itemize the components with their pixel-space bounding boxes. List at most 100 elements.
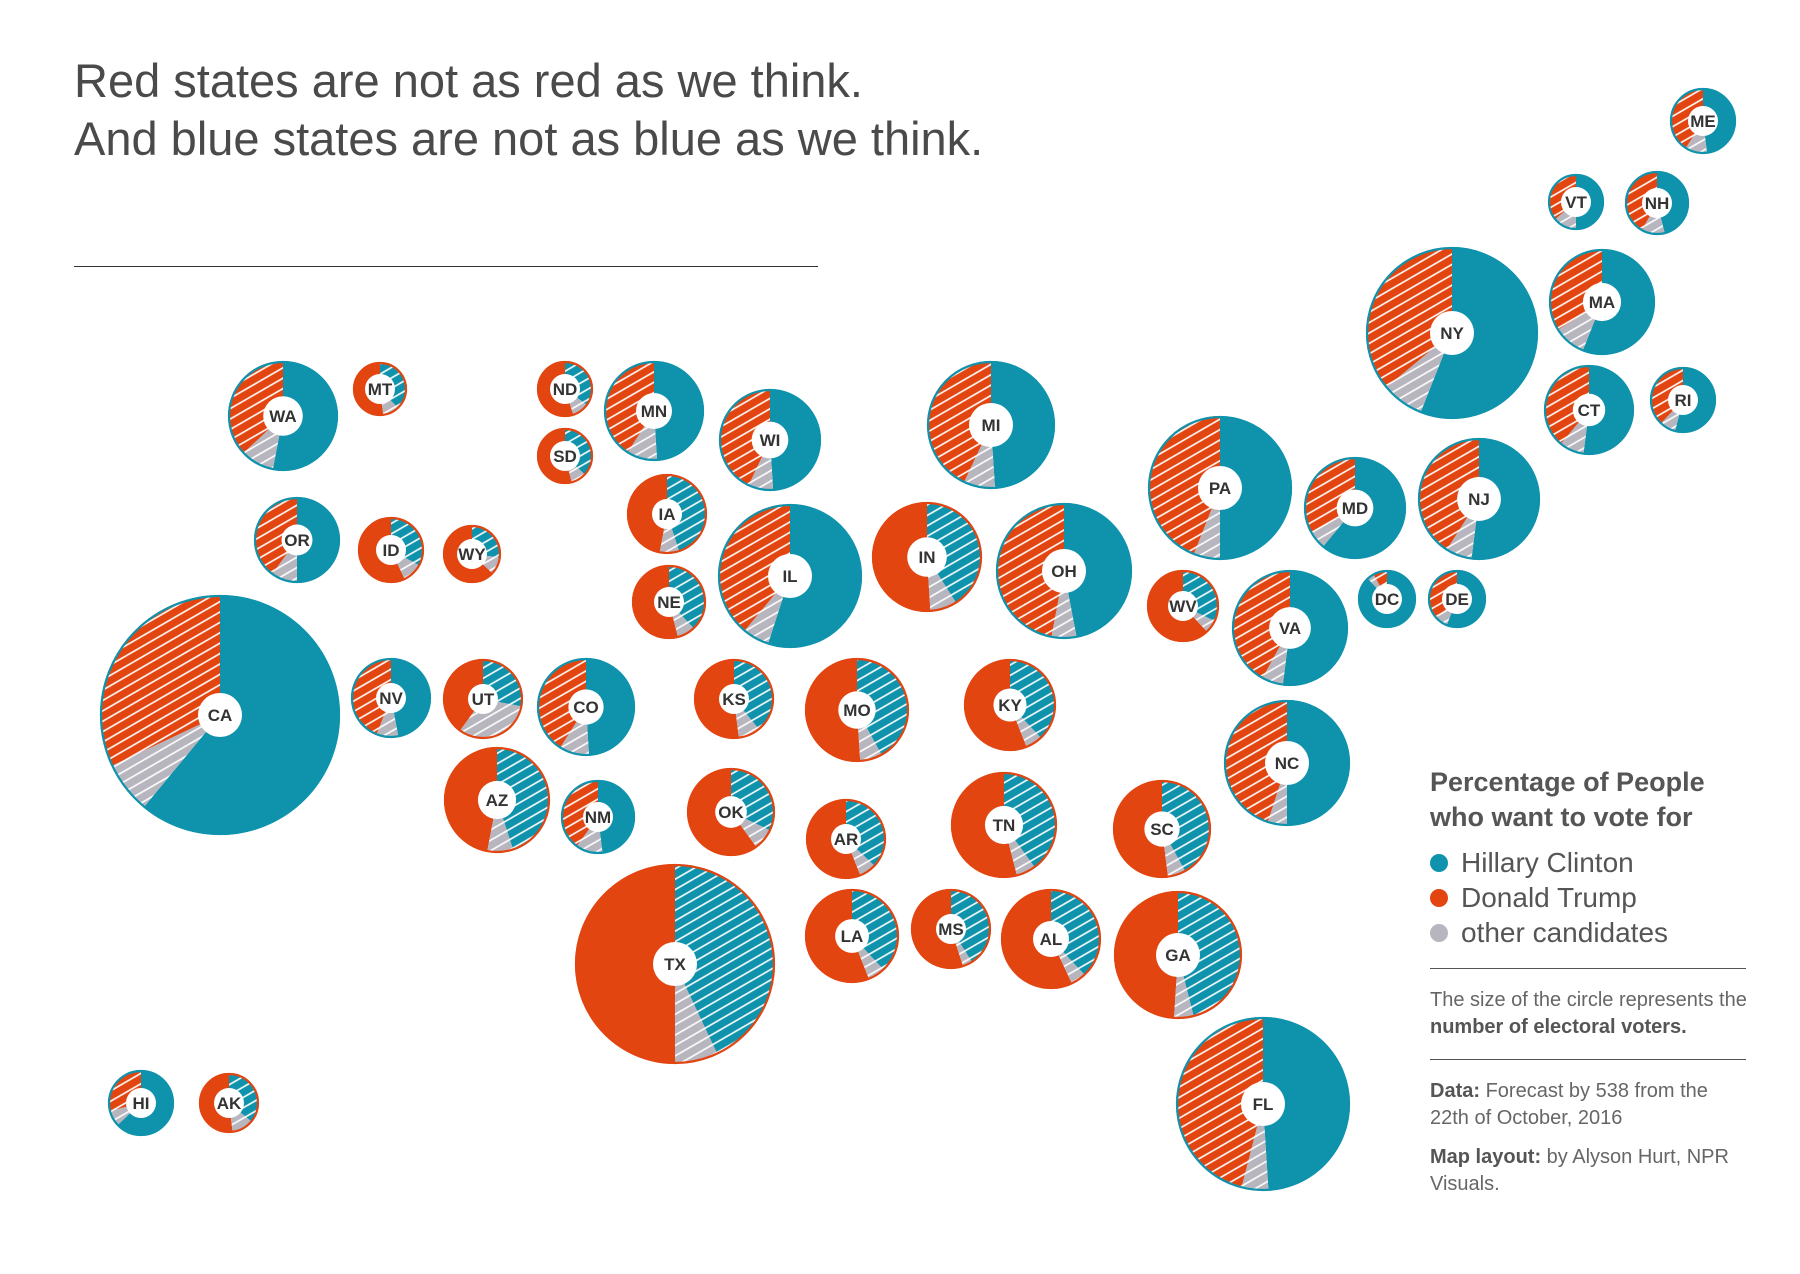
- legend: Percentage of People who want to vote fo…: [1430, 765, 1748, 1198]
- state-pie-la: LA: [804, 888, 900, 984]
- state-pie-wv: WV: [1146, 569, 1220, 643]
- state-label-ks: KS: [722, 690, 746, 709]
- slice-clinton-mi: [991, 361, 1055, 489]
- state-label-or: OR: [284, 531, 310, 550]
- state-label-in: IN: [919, 548, 936, 567]
- state-label-bg-wa: [263, 396, 303, 436]
- slice-clinton-tx: [675, 863, 775, 1055]
- state-label-bg-ct: [1572, 393, 1606, 427]
- state-label-bg-id: [376, 535, 406, 565]
- state-ring-md: [1303, 456, 1407, 560]
- state-label-bg-ut: [468, 684, 498, 714]
- state-ring-tn: [950, 771, 1058, 879]
- state-label-nc: NC: [1275, 754, 1300, 773]
- state-ring-or: [253, 496, 341, 584]
- state-label-wy: WY: [458, 545, 486, 564]
- slice-clinton-oh: [1064, 503, 1132, 638]
- state-label-bg-mi: [969, 403, 1013, 447]
- state-ring-sd: [536, 427, 594, 485]
- state-label-de: DE: [1445, 590, 1469, 609]
- slice-clinton-il: [767, 504, 862, 648]
- state-ring-ia: [626, 473, 708, 555]
- state-pie-sc: SC: [1112, 779, 1212, 879]
- legend-item-trump: Donald Trump: [1430, 880, 1748, 915]
- state-pie-vt: VT: [1547, 173, 1605, 231]
- slice-trump-ny: [1365, 247, 1452, 388]
- state-ring-la: [804, 888, 900, 984]
- state-pie-id: ID: [357, 516, 425, 584]
- state-label-bg-nv: [376, 683, 406, 713]
- state-pie-wy: WY: [442, 524, 502, 584]
- state-pie-mi: MI: [926, 360, 1056, 490]
- slice-clinton-ct: [1583, 365, 1634, 455]
- clinton-swatch-icon: [1430, 853, 1448, 872]
- state-label-tx: TX: [664, 955, 686, 974]
- state-pie-oh: OH: [995, 502, 1133, 640]
- state-label-pa: PA: [1209, 479, 1231, 498]
- state-label-vt: VT: [1565, 193, 1587, 212]
- state-label-ut: UT: [472, 690, 495, 709]
- state-label-bg-fl: [1241, 1082, 1285, 1126]
- state-label-hi: HI: [133, 1094, 150, 1113]
- state-pie-tn: TN: [950, 771, 1058, 879]
- state-ring-wv: [1146, 569, 1220, 643]
- state-pie-ri: RI: [1649, 366, 1717, 434]
- state-ring-pa: [1147, 415, 1293, 561]
- state-ring-ok: [686, 767, 776, 857]
- slice-trump-wi: [719, 389, 770, 487]
- state-ring-ca: [99, 594, 341, 836]
- slice-clinton-az: [497, 747, 551, 851]
- state-ring-il: [717, 503, 863, 649]
- state-label-bg-or: [281, 524, 313, 556]
- state-ring-dc: [1357, 569, 1417, 629]
- state-label-al: AL: [1040, 930, 1063, 949]
- slice-clinton-al: [1051, 889, 1101, 976]
- state-label-bg-md: [1336, 489, 1374, 527]
- state-label-bg-mt: [365, 374, 395, 404]
- state-pie-il: IL: [717, 503, 863, 649]
- state-label-bg-ca: [198, 693, 242, 737]
- state-ring-nc: [1223, 699, 1351, 827]
- state-pie-tx: TX: [574, 863, 776, 1065]
- state-label-bg-nm: [583, 802, 613, 832]
- legend-divider-1: [1430, 968, 1746, 969]
- legend-title-line-2: who want to vote for: [1430, 802, 1693, 832]
- state-pie-ok: OK: [686, 767, 776, 857]
- trump-swatch-icon: [1430, 888, 1448, 907]
- state-ring-ms: [910, 888, 992, 970]
- state-label-ok: OK: [718, 803, 744, 822]
- state-label-bg-ma: [1582, 282, 1622, 322]
- slice-trump-ct: [1544, 365, 1589, 445]
- state-label-bg-wi: [751, 421, 789, 459]
- state-label-va: VA: [1279, 619, 1301, 638]
- state-ring-wy: [442, 524, 502, 584]
- state-pie-nm: NM: [560, 779, 636, 855]
- state-ring-wa: [227, 360, 339, 472]
- slice-trump-nc: [1224, 700, 1287, 823]
- state-label-bg-ky: [993, 688, 1027, 722]
- state-label-id: ID: [383, 541, 400, 560]
- state-pie-or: OR: [253, 496, 341, 584]
- state-label-bg-pa: [1198, 466, 1242, 510]
- title-line-1: Red states are not as red as we think.: [74, 54, 863, 107]
- state-label-bg-ks: [719, 684, 749, 714]
- state-label-nj: NJ: [1468, 490, 1490, 509]
- state-pie-ne: NE: [631, 564, 707, 640]
- slice-clinton-la: [852, 889, 900, 971]
- slice-trump-me: [1670, 88, 1703, 149]
- slice-clinton-co: [586, 658, 636, 756]
- slice-trump-az: [443, 747, 497, 853]
- state-ring-hi: [107, 1069, 175, 1137]
- title-line-2: And blue states are not as blue as we th…: [74, 112, 984, 165]
- legend-title: Percentage of People who want to vote fo…: [1430, 765, 1748, 835]
- slice-clinton-mo: [857, 658, 910, 756]
- state-ring-ak: [198, 1072, 260, 1134]
- state-pie-az: AZ: [443, 746, 551, 854]
- state-pie-ga: GA: [1113, 890, 1243, 1020]
- slice-trump-ut: [443, 659, 483, 732]
- state-label-me: ME: [1690, 112, 1716, 131]
- state-pie-ny: NY: [1365, 246, 1539, 420]
- state-ring-ne: [631, 564, 707, 640]
- slice-other-nh: [1641, 203, 1665, 235]
- slice-clinton-wa: [272, 361, 339, 471]
